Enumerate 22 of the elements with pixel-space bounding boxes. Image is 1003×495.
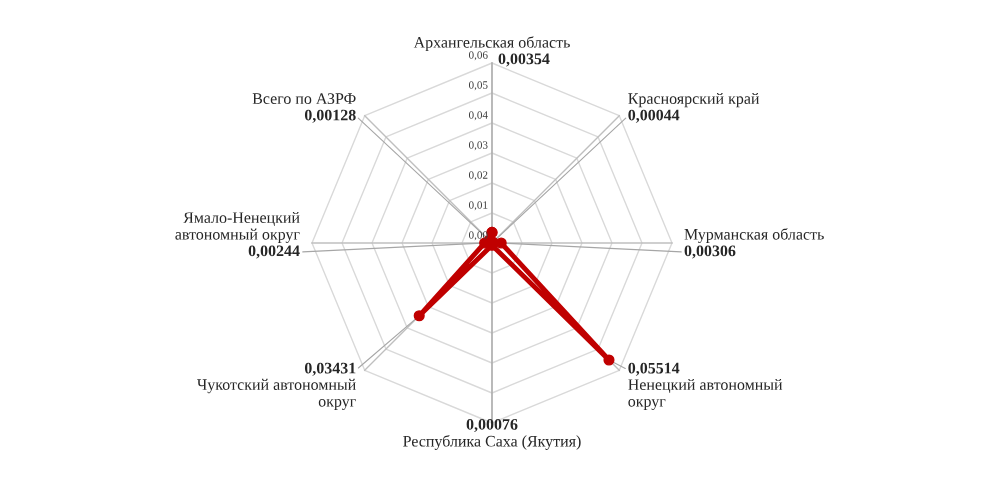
- spoke-label: Ненецкий автономный округ: [628, 378, 783, 410]
- spoke-label: Архангельская область: [413, 36, 570, 51]
- data-label: 0,00306: [684, 245, 736, 259]
- y-tick-label: 0,01: [468, 201, 488, 211]
- data-label: 0,00044: [628, 109, 680, 123]
- data-label: 0,05514: [628, 362, 680, 376]
- spoke-label: Чукотский автономный округ: [197, 378, 356, 410]
- y-tick-label: 0,05: [468, 81, 488, 91]
- data-label: 0,00244: [248, 245, 300, 259]
- data-label: 0,00128: [304, 109, 356, 123]
- spoke-label: Ямало-Ненецкий автономный округ: [175, 211, 300, 243]
- y-tick-label: 0,02: [468, 171, 488, 181]
- spoke-label: Республика Саха (Якутия): [403, 435, 581, 450]
- data-label: 0,03431: [304, 362, 356, 376]
- data-label: 0,00076: [466, 418, 518, 433]
- spoke-label: Красноярский край: [628, 92, 760, 108]
- data-label: 0,00354: [498, 53, 550, 67]
- y-tick-label: 0,04: [468, 111, 488, 121]
- y-tick-label: 0,03: [468, 141, 488, 151]
- y-tick-label: 0,06: [468, 51, 488, 61]
- spoke-label: Всего по АЗРФ: [252, 93, 356, 104]
- spoke-label: Мурманская область: [684, 228, 824, 243]
